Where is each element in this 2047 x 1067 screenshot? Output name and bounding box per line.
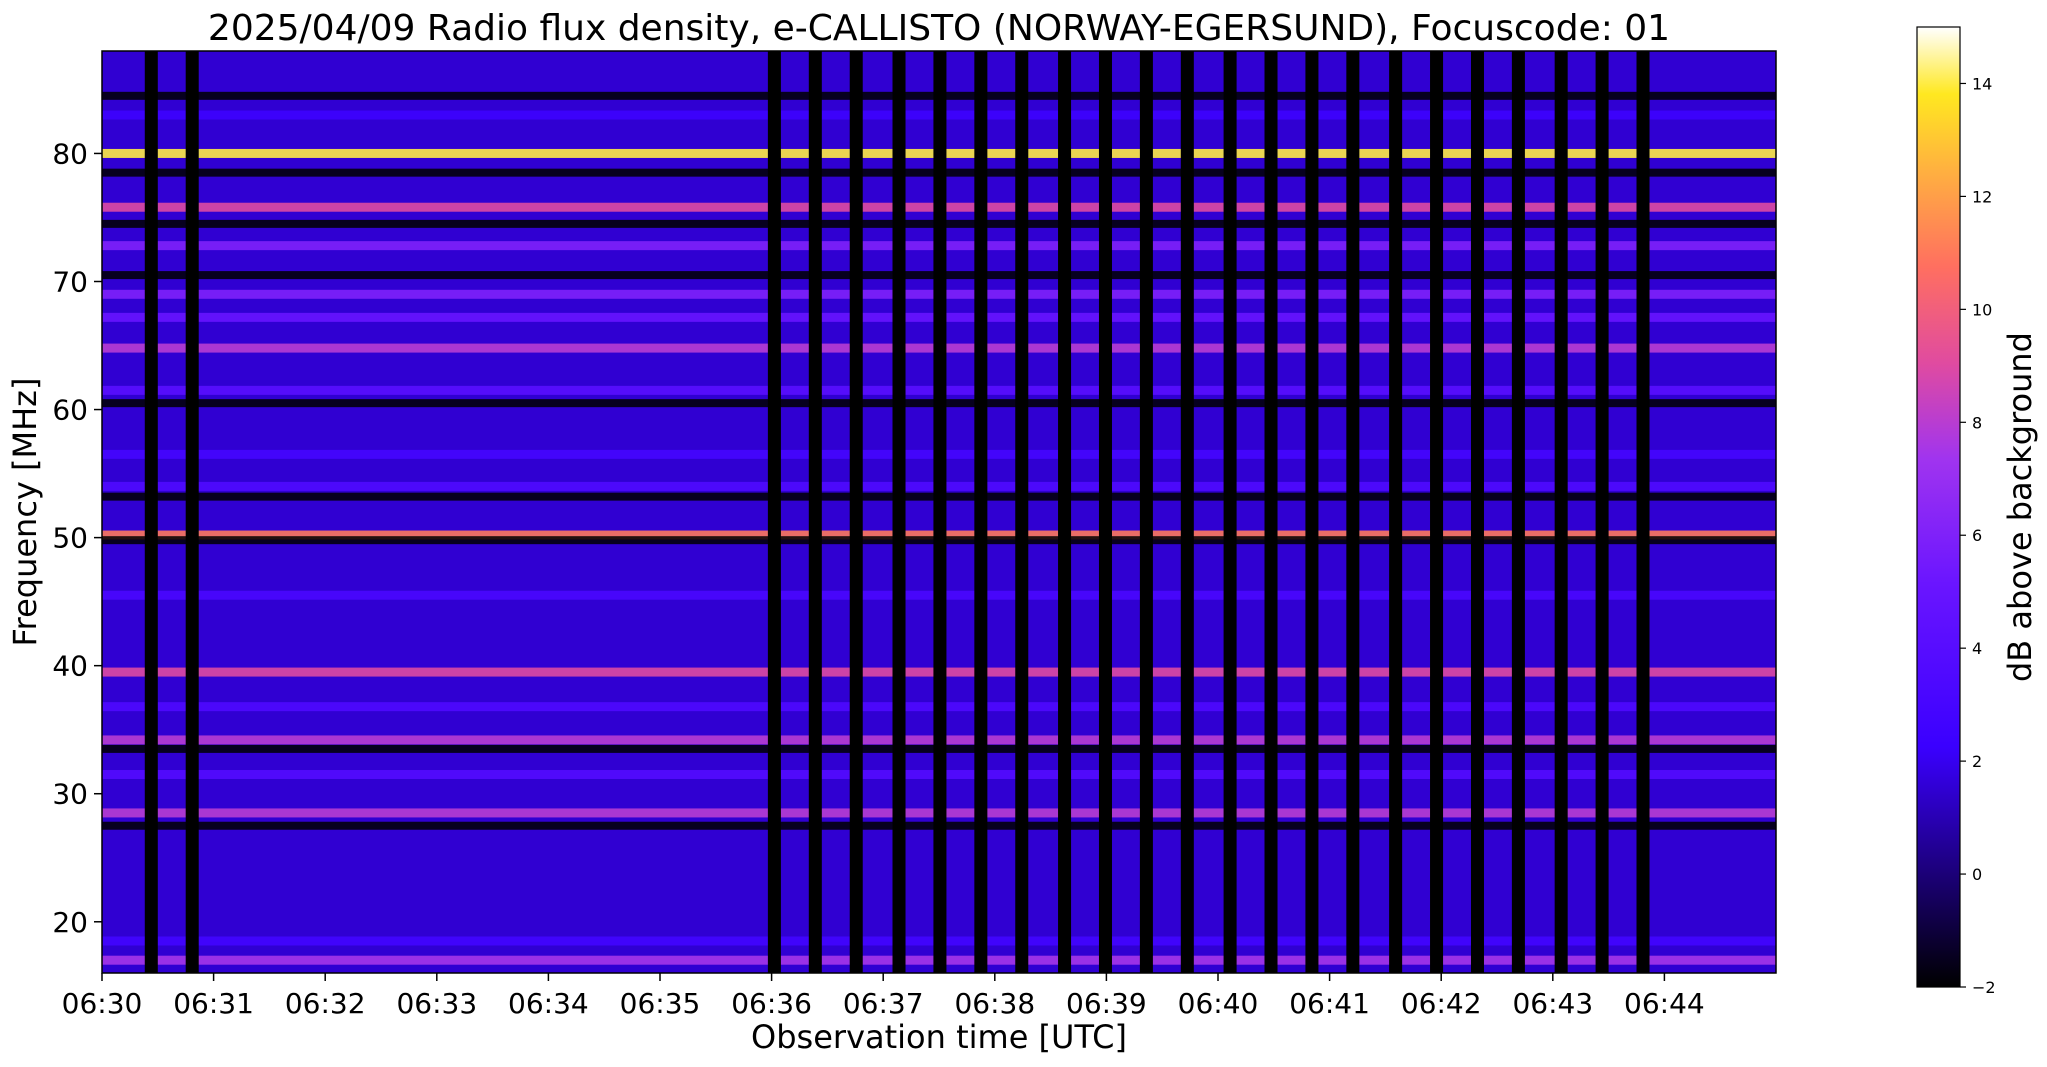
x-tick-label: 06:31	[173, 987, 254, 1020]
y-axis-label: Frequency [MHz]	[6, 378, 44, 647]
dropout-stripe	[849, 51, 863, 973]
plot-frame	[101, 50, 1777, 974]
dropout-stripe	[974, 51, 988, 973]
colorbar-tick-label: 4	[1972, 639, 1982, 658]
x-tick-label: 06:35	[620, 987, 701, 1020]
colorbar-tick-label: 6	[1972, 526, 1982, 545]
x-tick-label: 06:32	[285, 987, 366, 1020]
y-tick-label: 80	[52, 137, 88, 170]
colorbar-tick-label: 0	[1972, 865, 1982, 884]
colorbar-tick-label: 12	[1972, 187, 1992, 206]
dropout-stripe	[185, 51, 199, 973]
x-tick-label: 06:37	[843, 987, 924, 1020]
colorbar-label: dB above background	[2001, 332, 2039, 682]
x-tick-label: 06:41	[1289, 987, 1370, 1020]
dropout-stripe	[1430, 51, 1444, 973]
dropout-stripe	[1470, 51, 1484, 973]
x-tick-label: 06:38	[954, 987, 1035, 1020]
colorbar-tick-label: 8	[1972, 413, 1982, 432]
dropout-stripe	[892, 51, 906, 973]
colorbar	[1916, 26, 1961, 988]
dropout-stripe	[1139, 51, 1153, 973]
dropout-stripe	[1595, 51, 1609, 973]
x-axis: 06:30 06:31 06:32 06:33 06:34 06:35 06:36 06:37…	[62, 973, 1705, 1020]
dropout-stripe	[1223, 51, 1237, 973]
x-tick-label: 06:43	[1512, 987, 1593, 1020]
x-tick-label: 06:34	[508, 987, 589, 1020]
x-tick-label: 06:33	[396, 987, 477, 1020]
dropout-stripe	[1636, 51, 1650, 973]
chart-title: 2025/04/09 Radio flux density, e-CALLIST…	[208, 8, 1670, 49]
dropout-stripe	[808, 51, 822, 973]
dropout-stripe	[1511, 51, 1525, 973]
y-tick-label: 40	[52, 650, 88, 683]
y-tick-label: 30	[52, 778, 88, 811]
y-axis: 20 30 40 50 60 70 80	[52, 137, 102, 939]
dropout-stripe	[144, 51, 158, 973]
colorbar-axis: −2 0 2 4 6 8 10 12 14	[1960, 74, 1996, 997]
y-tick-label: 60	[52, 394, 88, 427]
colorbar-tick-label: 2	[1972, 752, 1982, 771]
dropout-stripe	[1180, 51, 1194, 973]
spectrogram-heatmap	[102, 51, 1776, 973]
x-tick-label: 06:40	[1178, 987, 1259, 1020]
x-tick-label: 06:42	[1401, 987, 1482, 1020]
colorbar-tick-label: 10	[1972, 300, 1992, 319]
y-tick-label: 70	[52, 266, 88, 299]
x-axis-label: Observation time [UTC]	[751, 1018, 1127, 1056]
dropout-stripe	[1554, 51, 1568, 973]
x-tick-label: 06:44	[1624, 987, 1705, 1020]
dropout-stripe	[1058, 51, 1072, 973]
dropout-stripe	[1098, 51, 1112, 973]
colorbar-tick-label: 14	[1972, 74, 1992, 93]
dropout-stripe	[1389, 51, 1403, 973]
colorbar-tick-label: −2	[1972, 978, 1996, 997]
y-tick-label: 50	[52, 522, 88, 555]
x-tick-label: 06:30	[62, 987, 143, 1020]
dropout-stripe	[933, 51, 947, 973]
dropout-stripe	[1346, 51, 1360, 973]
dropout-stripe	[1015, 51, 1029, 973]
dropout-stripe	[1264, 51, 1278, 973]
y-tick-label: 20	[52, 906, 88, 939]
x-tick-label: 06:36	[731, 987, 812, 1020]
dropout-stripe	[767, 51, 781, 973]
dropout-stripe	[1305, 51, 1319, 973]
x-tick-label: 06:39	[1066, 987, 1147, 1020]
